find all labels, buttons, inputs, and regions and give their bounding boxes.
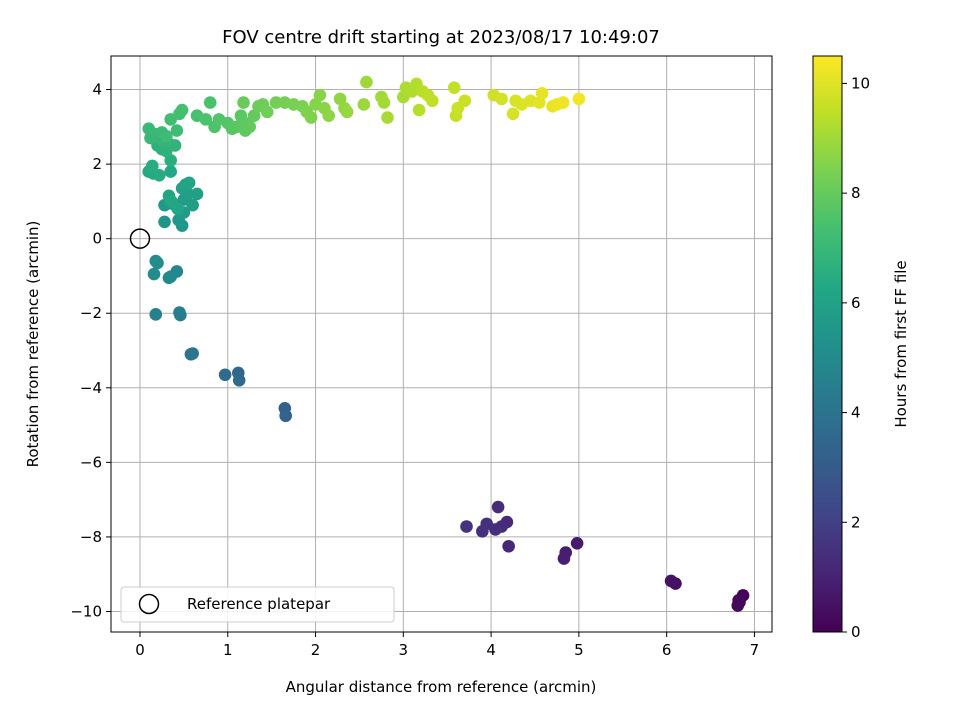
x-tick-label: 1 [223,641,233,659]
data-point [269,96,283,109]
data-point [170,124,184,137]
data-point [556,96,570,109]
data-point [304,111,318,124]
colorbar-label: Hours from first FF file [892,260,910,427]
grid-lines [111,56,772,632]
x-tick-label: 5 [574,641,584,659]
colorbar-tick-label: 8 [851,184,861,202]
data-point [203,96,217,109]
data-point [182,176,196,190]
data-point [357,98,371,111]
colorbar-tick-label: 4 [851,404,861,422]
data-point [147,267,161,281]
data-point [218,368,232,382]
legend-label: Reference platepar [187,595,331,613]
data-point [458,94,472,108]
data-point [733,595,746,609]
data-point [557,552,571,565]
colorbar-tick-label: 0 [851,623,861,641]
data-point [149,308,163,321]
data-point [495,92,508,106]
data-point [232,374,246,387]
colorbar-tick-label: 10 [851,74,870,92]
colorbar-tick-label: 2 [851,513,861,531]
data-point [158,215,171,229]
data-point [460,520,473,533]
data-point [535,86,549,100]
data-point [491,500,505,514]
y-axis-label: Rotation from reference (arcmin) [24,221,42,468]
legend-marker-icon [138,593,160,615]
data-point [162,271,176,285]
y-tick-label: 0 [92,230,102,248]
x-tick-label: 2 [311,641,321,659]
data-point [502,539,515,553]
y-tick-label: −4 [80,379,102,397]
x-tick-label: 6 [662,641,672,659]
data-point [142,122,156,135]
data-point [243,120,256,134]
data-point [144,131,157,145]
data-point [322,109,335,122]
x-tick-label: 4 [486,641,496,659]
y-tick-label: −8 [80,528,102,546]
data-point [279,409,292,423]
x-tick-label: 3 [399,641,409,659]
data-point [175,103,189,117]
x-tick-label: 7 [750,641,760,659]
data-point [425,94,439,108]
reference-platepar-marker [129,228,151,249]
plot-frame [110,55,773,633]
data-point [476,525,489,538]
data-point [360,75,373,89]
data-point [570,536,584,550]
data-point [186,347,199,360]
data-point [152,169,166,182]
chart-title: FOV centre drift starting at 2023/08/17 … [222,27,660,48]
y-tick-label: −2 [80,304,102,322]
data-point [572,92,586,106]
data-point [381,111,394,124]
data-point [199,113,213,126]
data-point [313,88,327,102]
data-points [142,75,750,612]
y-axis-ticks: −10 −8 −6 −4 −2 0 2 4 [70,81,111,620]
data-point [340,105,354,119]
data-point [412,103,426,117]
y-tick-label: 4 [92,81,102,99]
legend-box [120,586,395,623]
data-point [160,129,173,143]
x-tick-label: 0 [135,641,145,659]
data-point [190,187,204,201]
data-point [237,96,250,109]
data-point [165,195,178,208]
data-point [145,159,159,173]
colorbar-gradient [812,55,843,633]
colorbar: 0 2 4 6 8 10 Hours from first FF file [812,55,910,641]
y-tick-label: −10 [70,602,102,620]
colorbar-tick-label: 6 [851,294,861,312]
x-axis-ticks: 0 1 2 3 4 5 6 7 [135,632,759,659]
data-point [151,256,164,270]
data-point [260,105,274,119]
legend: Reference platepar [120,586,395,623]
data-point [447,81,461,94]
y-tick-label: −6 [80,453,102,471]
data-point [664,574,678,588]
colorbar-ticks: 0 2 4 6 8 10 [842,74,870,641]
data-point [173,306,186,319]
data-point [506,107,520,121]
data-point [168,139,182,152]
data-point [164,165,177,178]
data-point [377,96,391,109]
y-tick-label: 2 [92,155,102,173]
x-axis-label: Angular distance from reference (arcmin) [286,678,597,696]
